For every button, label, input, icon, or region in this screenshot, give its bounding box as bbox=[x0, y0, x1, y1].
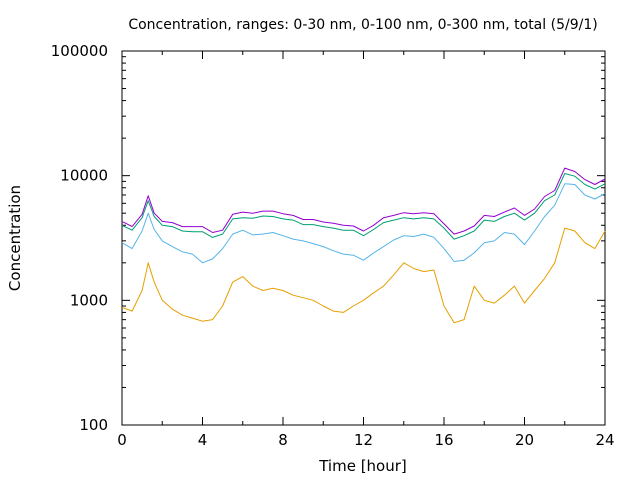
x-tick-label: 16 bbox=[434, 431, 453, 449]
y-tick-label: 1000 bbox=[70, 291, 108, 309]
x-tick-label: 20 bbox=[515, 431, 534, 449]
series-line-1 bbox=[121, 227, 606, 324]
series-line-3 bbox=[121, 173, 606, 240]
series-layer bbox=[121, 167, 606, 324]
y-axis-label: Concentration bbox=[6, 185, 24, 291]
y-tick-label: 100 bbox=[79, 416, 108, 434]
chart-title: Concentration, ranges: 0-30 nm, 0-100 nm… bbox=[128, 17, 597, 33]
series-line-4 bbox=[121, 167, 606, 235]
y-tick-label: 100000 bbox=[51, 42, 108, 60]
y-tick-label: 10000 bbox=[60, 167, 108, 185]
x-tick-label: 12 bbox=[354, 431, 373, 449]
series-line-2 bbox=[121, 183, 606, 264]
plot-frame bbox=[121, 50, 606, 426]
x-tick-label: 0 bbox=[117, 431, 127, 449]
axes: 0 4 8 12 16 20 24 100 1000 10000 100000 bbox=[51, 42, 615, 449]
x-tick-label: 24 bbox=[595, 431, 614, 449]
x-tick-label: 8 bbox=[278, 431, 288, 449]
x-tick-label: 4 bbox=[198, 431, 208, 449]
x-axis-label: Time [hour] bbox=[318, 457, 407, 475]
